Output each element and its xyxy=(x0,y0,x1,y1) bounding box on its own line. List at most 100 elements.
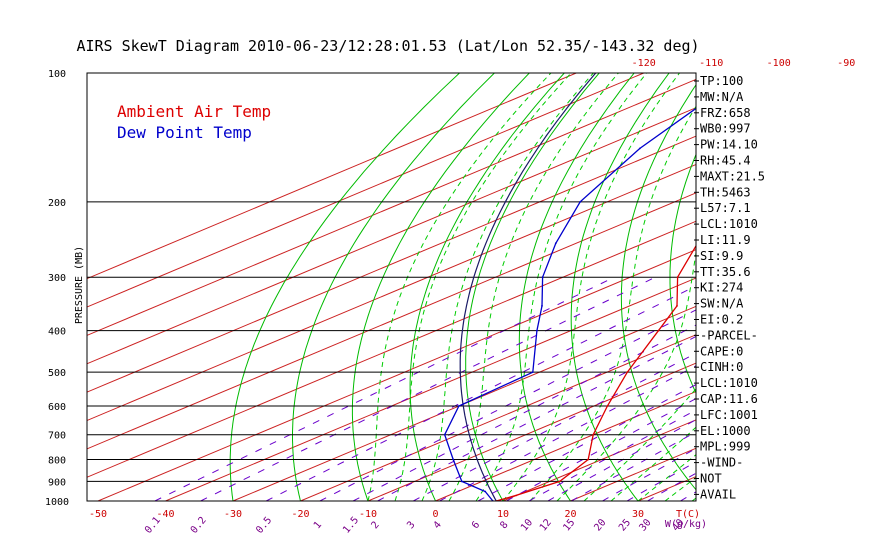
mixing-ratio-line xyxy=(506,398,696,501)
isotherm-line xyxy=(232,305,696,501)
ambient-air-temp-point xyxy=(775,201,777,203)
sidebar-index: SW:N/A xyxy=(700,297,744,311)
mixing-ratio-unit-label: W(g/kg) xyxy=(665,519,707,530)
dew-point-temp-point xyxy=(541,276,544,279)
mixing-ratio-line xyxy=(547,419,696,501)
mixing-ratio-line xyxy=(352,324,696,501)
isotherm-lines xyxy=(87,73,696,501)
mixing-ratio-tick-label: 4 xyxy=(432,520,444,532)
mixing-ratio-tick-label: 2 xyxy=(370,520,382,532)
dry-adiabat-line xyxy=(292,73,495,501)
dew-point-temp-point xyxy=(536,329,538,332)
dry-adiabat-lines xyxy=(229,73,870,501)
top-temp-tick-label: -110 xyxy=(699,58,723,69)
plot-frame xyxy=(86,72,697,502)
dew-point-temp-point xyxy=(452,458,455,461)
mixing-ratio-tick-label: 20 xyxy=(592,517,608,533)
sidebar-index: RH:45.4 xyxy=(700,154,751,168)
sidebar-index: -PARCEL- xyxy=(700,328,758,342)
dry-adiabat-line xyxy=(518,73,635,501)
parcel-line xyxy=(459,73,597,501)
mixing-ratio-tick-label: 12 xyxy=(538,517,554,533)
bottom-temp-tick-label: 0 xyxy=(432,509,438,520)
sidebar-index: CINH:0 xyxy=(700,360,743,374)
moist-adiabat-line xyxy=(637,454,696,501)
sidebar-index: FRZ:658 xyxy=(700,106,751,120)
dew-point-temp-point xyxy=(531,371,534,374)
dry-adiabat-line xyxy=(850,73,870,501)
top-temp-tick-label: -120 xyxy=(632,58,656,69)
dew-point-temp-point xyxy=(579,200,582,203)
sidebar-index: MPL:999 xyxy=(700,440,751,454)
moist-adiabat-line xyxy=(394,73,572,501)
ambient-air-temp-point xyxy=(676,304,678,307)
pressure-tick-label: 300 xyxy=(48,273,66,284)
ambient-air-temp-point xyxy=(697,242,699,244)
ambient-air-temp-point xyxy=(606,405,609,407)
mixing-ratio-line xyxy=(319,309,696,501)
isotherm-line xyxy=(87,135,696,393)
moist-adiabat-line xyxy=(502,73,680,501)
dry-adiabat-line xyxy=(620,84,696,491)
isotherm-line xyxy=(87,78,696,336)
moist-adiabat-lines xyxy=(367,73,696,501)
dry-adiabat-line xyxy=(409,73,565,501)
bottom-temp-tick-label: 10 xyxy=(497,509,509,520)
dew-point-temp-point xyxy=(697,106,699,108)
dry-adiabat-line xyxy=(807,73,870,501)
dew-point-temp-point xyxy=(554,242,557,245)
bottom-temp-tick-label: -30 xyxy=(224,509,242,520)
mixing-ratio-line xyxy=(265,285,696,501)
temp-unit-label: T(C) xyxy=(676,509,700,520)
sidebar-index: LI:11.9 xyxy=(700,233,751,247)
mixing-ratio-tick-label: 25 xyxy=(617,517,633,533)
isotherm-line xyxy=(300,334,696,501)
sidebar-index: L57:7.1 xyxy=(700,201,751,215)
pressure-tick-label: 200 xyxy=(48,198,66,209)
bottom-temp-tick-label: -20 xyxy=(291,509,309,520)
bottom-temp-tick-label: -50 xyxy=(89,509,107,520)
dew-point-temp-point xyxy=(484,490,487,493)
mixing-ratio-lines xyxy=(154,276,696,501)
ambient-air-temp-point xyxy=(558,480,561,483)
isotherm-line xyxy=(165,277,696,501)
ambient-air-temp-point xyxy=(626,371,629,374)
isotherm-line xyxy=(367,362,696,501)
isotherm-line xyxy=(97,249,696,501)
dry-adiabat-line xyxy=(465,73,600,501)
isotherm-line xyxy=(502,419,696,501)
sidebar-index: AVAIL xyxy=(700,487,736,501)
dew-point-temp-point xyxy=(443,433,446,436)
pressure-tick-label: 700 xyxy=(48,431,66,442)
sidebar-index: MW:N/A xyxy=(700,90,744,104)
sidebar-index: TH:5463 xyxy=(700,185,751,199)
mixing-ratio-line xyxy=(200,276,656,501)
sidebar-index: -WIND- xyxy=(700,456,743,470)
y-axis-label: PRESSURE (MB) xyxy=(74,246,85,324)
moist-adiabat-line xyxy=(367,73,552,501)
sidebar-index: KI:274 xyxy=(700,281,743,295)
isotherm-line xyxy=(435,390,696,501)
top-temp-tick-label: -100 xyxy=(767,58,791,69)
dry-adiabat-line xyxy=(763,73,870,501)
sidebar-index: EL:1000 xyxy=(700,424,751,438)
mixing-ratio-line xyxy=(528,409,696,501)
mixing-ratio-tick-label: 8 xyxy=(498,520,510,532)
sounding-index-panel: TP:100 MW:N/A FRZ:658 WB0:997 PW:14.10 RH:45.… xyxy=(694,74,765,501)
mixing-ratio-tick-label: 10 xyxy=(519,517,535,533)
isotherm-line xyxy=(87,73,577,280)
dry-adiabat-line xyxy=(351,73,530,501)
dry-adiabat-line xyxy=(229,73,460,501)
ambient-air-temp-point xyxy=(657,329,660,332)
pressure-tick-label: 100 xyxy=(48,69,66,80)
mixing-ratio-line xyxy=(477,383,696,501)
legend-ambient-air-temp: Ambient Air Temp xyxy=(117,102,271,121)
sidebar-index: LCL:1010 xyxy=(700,376,758,390)
sidebar-index: CAP:11.6 xyxy=(700,392,758,406)
isotherm-line xyxy=(87,163,696,422)
mixing-ratio-tick-label: 1 xyxy=(312,520,324,532)
sidebar-index: TP:100 xyxy=(700,74,743,88)
chart-title: AIRS SkewT Diagram 2010-06-23/12:28:01.5… xyxy=(76,37,699,55)
isobar-lines xyxy=(87,73,696,501)
dew-point-temp-point xyxy=(541,304,543,307)
